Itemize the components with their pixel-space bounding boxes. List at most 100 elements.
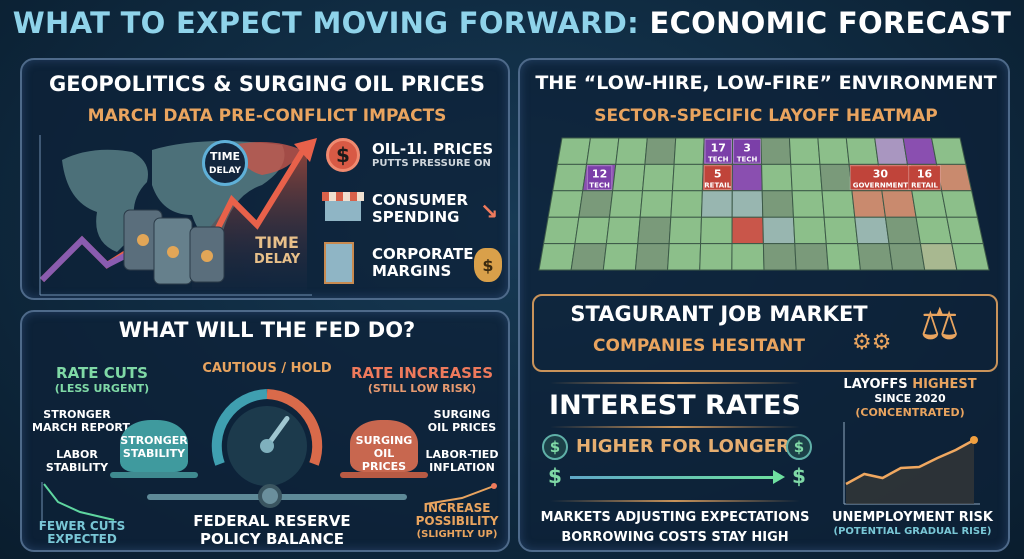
factor-stronger-march-report: STRONGER MARCH REPORT [32, 408, 130, 434]
money-bag-icon: $ [474, 248, 502, 282]
heatmap-cell [884, 216, 921, 245]
heatmap-cell [854, 216, 890, 245]
heatmap-cell [673, 137, 705, 165]
heatmap-sector: TECH [737, 155, 758, 163]
heatmap-cell [731, 243, 765, 271]
stability-weight-bag: STRONGER STABILITY [120, 420, 188, 472]
heatmap-cell [902, 137, 938, 165]
office-building-icon [324, 242, 354, 284]
divider [550, 426, 800, 428]
interest-notes: MARKETS ADJUSTING EXPECTATIONS BORROWING … [520, 508, 830, 548]
heatmap-cell [699, 243, 733, 271]
layoff-heatmap: 17TECH3TECH12TECH5RETAIL30GOVERNMENT16RE… [538, 137, 990, 271]
heatmap-cell [731, 216, 764, 245]
heatmap-label-box [703, 165, 732, 190]
heatmap-cell [639, 190, 673, 218]
heatmap-cell [888, 243, 926, 271]
heatmap-cell [760, 137, 792, 165]
policy-gauge: CAUTIOUS / HOLD [202, 361, 332, 486]
time-delay-line2: DELAY [254, 252, 301, 267]
note-line: FEWER CUTS [38, 519, 126, 533]
heatmap-cell [556, 137, 592, 165]
heatmap-cell [634, 243, 670, 271]
justice-scale-icon: ⚖ [920, 299, 960, 350]
heatmap-value: 5 [714, 168, 722, 181]
heatmap-cell [608, 190, 644, 218]
heatmap-cell [915, 216, 953, 245]
heatmap-cell [823, 216, 859, 245]
heatmap-cell [951, 243, 990, 271]
heatmap-cell [930, 137, 967, 165]
heatmap-sector: TECH [589, 182, 610, 190]
balance-label: FEDERAL RESERVE POLICY BALANCE [172, 512, 372, 548]
heatmap-sector: RETAIL [704, 182, 731, 190]
heatmap-cell [919, 243, 958, 271]
unemployment-trend-chart [843, 422, 980, 505]
heatmap-cell [574, 216, 611, 245]
heatmap-cell [761, 163, 793, 192]
fewer-cuts-chart [41, 482, 115, 522]
heatmap-cell [817, 137, 850, 165]
heatmap-cell [790, 163, 823, 192]
bag-line: STRONGER [120, 434, 188, 447]
oil-panel-subtitle: MARCH DATA PRE-CONFLICT IMPACTS [87, 106, 447, 126]
rate-increases-title: RATE INCREASES [350, 364, 494, 382]
factor-surging-oil: SURGING OIL PRICES [422, 408, 502, 434]
note-line: POSSIBILITY [415, 514, 499, 528]
gears-icon: ⚙⚙ [852, 330, 892, 355]
jobs-panel: THE “LOW-HIRE, LOW-FIRE” ENVIRONMENT SEC… [518, 58, 1010, 552]
heatmap-cell [700, 190, 733, 218]
note-line: INCREASE [423, 501, 491, 515]
layoffs-headline: LAYOFFS HIGHEST SINCE 2020 (CONCENTRATED… [820, 378, 1000, 420]
heatmap-cell [615, 137, 648, 165]
heatmap-cell [731, 190, 764, 218]
factor-line: SURGING [433, 408, 491, 421]
title-part-1: WHAT TO EXPECT MOVING FORWARD: [12, 6, 640, 40]
factor-line: LABOR [56, 448, 98, 461]
dollar-coin-icon: $ [542, 434, 568, 460]
note-line: BORROWING COSTS STAY HIGH [561, 530, 789, 545]
heatmap-cell [941, 190, 979, 218]
heatmap-value: 30 [873, 168, 889, 181]
factor-labor-inflation: LABOR-TIED INFLATION [422, 448, 502, 474]
right-scale-pan [340, 472, 428, 478]
heatmap-cell [668, 216, 703, 245]
heatmap-cell [794, 243, 829, 271]
layoffs-b: HIGHEST [912, 377, 977, 392]
divider [550, 500, 800, 502]
heatmap-cell [845, 137, 879, 165]
stagnant-sub: COMPANIES HESITANT [593, 336, 805, 356]
trend-area [846, 440, 974, 504]
time-delay-badge-line1: TIME [209, 150, 241, 163]
fed-panel-title: WHAT WILL THE FED DO? [118, 318, 416, 342]
jobs-panel-subtitle: SECTOR-SPECIFIC LAYOFF HEATMAP [594, 106, 938, 126]
heatmap-cell [874, 137, 909, 165]
trend-endpoint [970, 436, 978, 444]
layoffs-line2: SINCE 2020 [874, 392, 946, 405]
dollar-sign-icon: $ [548, 464, 562, 488]
fed-panel: WHAT WILL THE FED DO? RATE CUTS (LESS UR… [20, 310, 510, 552]
left-scale-pan [110, 472, 198, 478]
balance-line: FEDERAL RESERVE [193, 512, 351, 530]
increase-possibility-note: INCREASE POSSIBILITY (SLIGHTLY UP) [407, 502, 507, 541]
impact-sub: PUTTS PRESSURE ON [372, 158, 491, 169]
oil-barrels-icon [123, 209, 225, 285]
heatmap-cell [605, 216, 641, 245]
heatmap-cell [792, 216, 827, 245]
time-arrow [570, 476, 775, 479]
heatmap-cell [552, 163, 588, 192]
heatmap-cell [543, 216, 580, 245]
trend-line [845, 438, 975, 486]
heatmap-cell [788, 137, 821, 165]
heatmap-value: 17 [711, 141, 726, 154]
oil-chart-illustration [39, 135, 317, 296]
bag-line: STABILITY [122, 447, 186, 460]
interest-rates-title: INTEREST RATES [549, 390, 801, 421]
impact-line: CONSUMER [372, 191, 469, 209]
rate-increases-sub: (STILL LOW RISK) [367, 382, 477, 395]
fewer-cuts-note: FEWER CUTS EXPECTED [32, 520, 132, 546]
bag-line: OIL PRICES [361, 447, 407, 473]
factor-line: MARCH REPORT [32, 421, 130, 434]
impact-line: SPENDING [372, 208, 460, 226]
note-line: MARKETS ADJUSTING EXPECTATIONS [540, 510, 810, 525]
